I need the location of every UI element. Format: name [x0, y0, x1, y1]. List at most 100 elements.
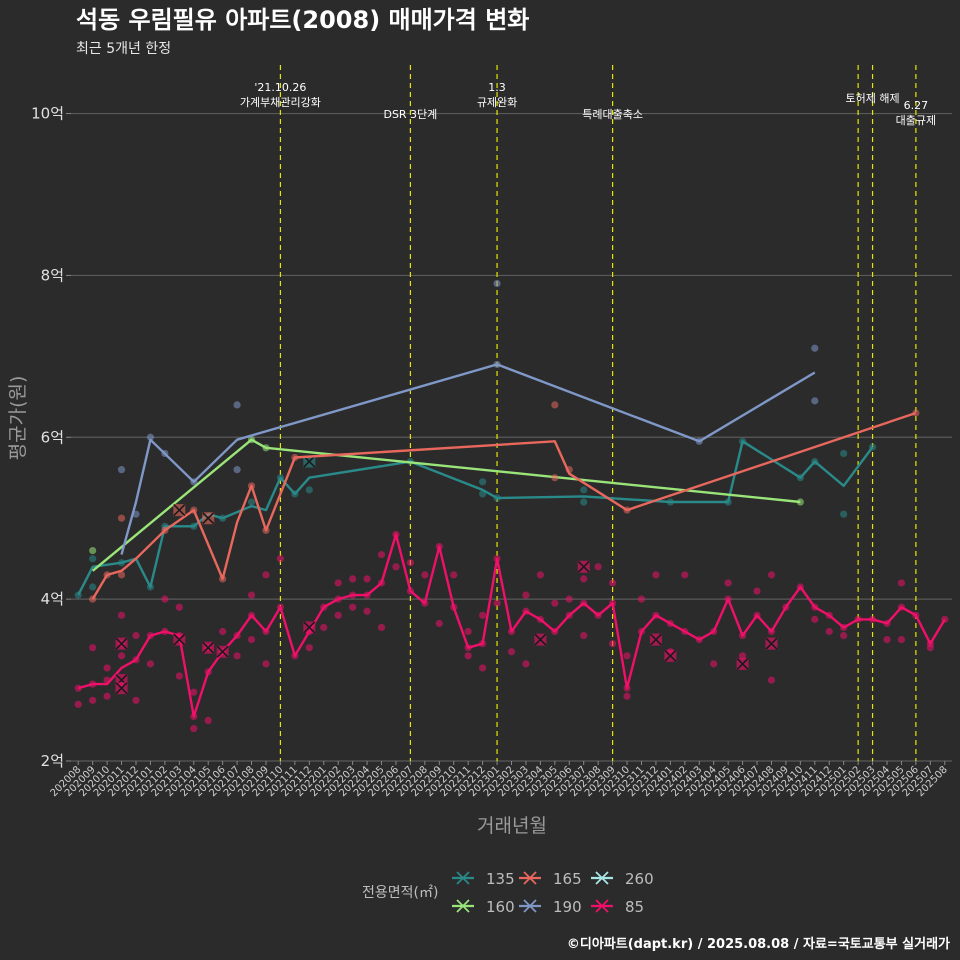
point-85-6	[103, 664, 111, 672]
series-190	[117, 279, 819, 555]
point-135-1	[89, 555, 97, 563]
event-label-6-0: 6.27	[904, 99, 929, 112]
point-85-36	[262, 660, 270, 668]
cross-85-4	[202, 641, 215, 654]
cross-85-10	[664, 649, 677, 662]
point-85-87	[580, 631, 588, 640]
point-85-92	[608, 640, 617, 648]
point-190-6	[233, 466, 241, 474]
point-85-12	[132, 696, 140, 704]
point-85-22	[190, 725, 198, 733]
event-label-0-1: 가계부채관리강화	[240, 96, 321, 109]
point-85-7	[103, 692, 111, 700]
point-85-59	[406, 559, 415, 567]
series-160	[89, 436, 804, 572]
point-85-115	[767, 571, 776, 579]
point-85-13	[132, 631, 140, 640]
point-85-57	[392, 563, 400, 571]
point-85-71	[479, 611, 487, 619]
point-190-8	[493, 279, 501, 288]
point-135-16	[580, 486, 588, 494]
legend-marker-260	[595, 871, 609, 885]
cross-85-12	[765, 637, 778, 650]
point-85-63	[435, 619, 443, 628]
point-85-130	[897, 636, 906, 644]
legend-label-260: 260	[625, 870, 654, 888]
point-85-25	[204, 716, 212, 725]
point-165-2	[117, 514, 126, 522]
point-85-52	[363, 607, 371, 615]
cross-85-3	[173, 633, 186, 646]
point-85-86	[580, 575, 588, 583]
point-85-55	[377, 623, 386, 632]
point-85-94	[623, 652, 631, 660]
point-85-127	[883, 636, 891, 644]
point-190-0	[117, 466, 126, 474]
point-165-10	[551, 474, 559, 482]
cross-85-2	[115, 682, 128, 695]
line-165	[91, 411, 917, 600]
cross-85-0	[115, 637, 128, 650]
point-85-70	[479, 664, 487, 672]
point-85-35	[262, 571, 270, 579]
point-85-84	[565, 595, 573, 603]
point-85-95	[623, 692, 631, 700]
point-85-114	[767, 676, 776, 684]
chart-subtitle: 최근 5개년 한정	[76, 41, 171, 57]
legend-marker-160	[456, 899, 470, 913]
point-85-82	[551, 599, 559, 607]
legend-label-135: 135	[486, 870, 515, 888]
legend-marker-135	[456, 871, 470, 885]
point-85-108	[724, 579, 732, 587]
point-85-15	[146, 660, 155, 668]
point-85-45	[334, 579, 342, 587]
point-85-97	[637, 595, 646, 603]
point-85-75	[507, 648, 516, 656]
point-165-3	[117, 571, 126, 579]
point-85-110	[738, 652, 747, 660]
point-85-112	[753, 587, 761, 595]
point-190-10	[811, 344, 819, 352]
point-85-54	[377, 551, 386, 559]
event-label-1-0: DSR 3단계	[383, 108, 437, 121]
point-85-67	[464, 627, 472, 636]
point-85-73	[493, 599, 501, 607]
point-135-2	[89, 583, 97, 591]
point-85-91	[608, 579, 617, 587]
grid	[71, 112, 952, 762]
point-190-2	[146, 433, 155, 441]
event-label-3-0: 특례대출축소	[582, 108, 643, 121]
ytick-label-3: 8억	[41, 266, 64, 284]
point-85-48	[349, 575, 357, 583]
point-85-78	[522, 660, 530, 668]
ytick-label-0: 2억	[41, 752, 64, 770]
point-85-123	[840, 631, 848, 640]
point-85-119	[811, 615, 819, 623]
point-135-13	[479, 478, 487, 486]
point-85-77	[522, 591, 530, 599]
source-caption: ©디아파트(dapt.kr) / 2025.08.08 / 자료=국토교통부 실…	[567, 936, 950, 952]
point-135-8	[247, 498, 256, 506]
line-190	[120, 363, 816, 555]
point-85-23	[190, 688, 198, 696]
cross-165-1	[202, 512, 215, 525]
point-85-89	[594, 563, 602, 571]
point-85-33	[247, 636, 256, 644]
point-85-80	[536, 571, 544, 579]
event-label-5-0: 토허제 해제	[846, 91, 900, 105]
legend-title: 전용면적(㎡)	[362, 885, 438, 901]
legend: 전용면적(㎡) 135 165 260 160 190 85	[362, 870, 654, 916]
point-160-0	[89, 546, 97, 555]
legend-marker-190	[523, 899, 537, 913]
point-85-129	[897, 579, 906, 587]
point-85-10	[117, 652, 126, 660]
series-85	[74, 530, 949, 733]
legend-label-85: 85	[625, 898, 644, 916]
point-85-43	[320, 623, 328, 632]
line-160	[91, 438, 801, 572]
series	[74, 279, 949, 733]
point-85-65	[450, 571, 458, 579]
point-85-19	[175, 672, 183, 680]
ytick-label-4: 10억	[31, 105, 64, 123]
